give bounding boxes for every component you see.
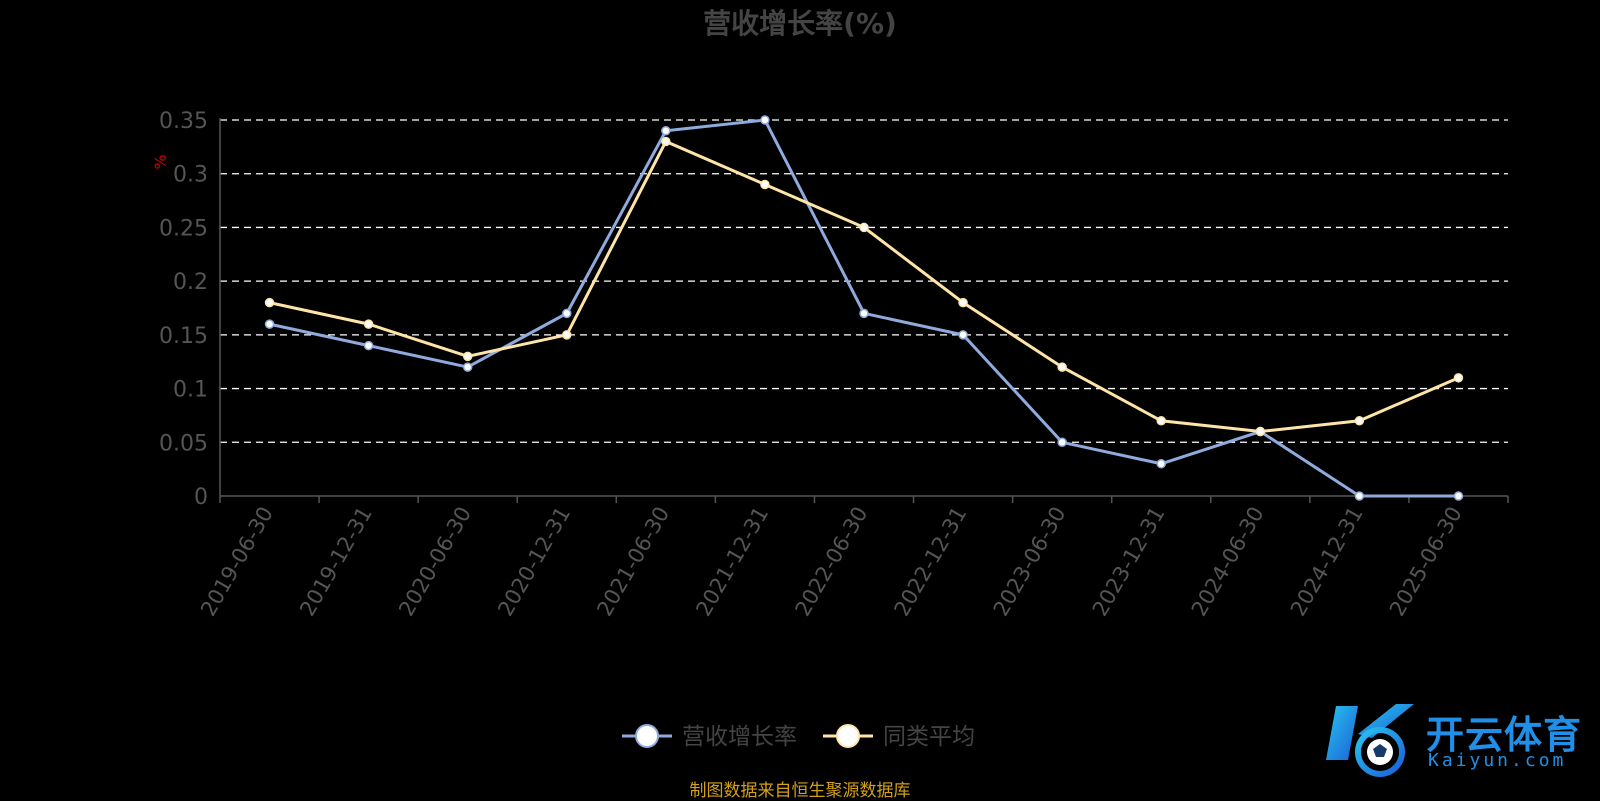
data-point bbox=[661, 136, 671, 147]
data-point bbox=[462, 351, 473, 362]
data-point bbox=[562, 330, 572, 340]
y-axis-label: % bbox=[151, 154, 170, 169]
data-point bbox=[1255, 426, 1266, 437]
data-point bbox=[562, 308, 572, 319]
legend-marker-icon bbox=[836, 724, 860, 748]
data-point bbox=[760, 115, 770, 125]
data-point bbox=[1354, 416, 1365, 426]
legend-label: 营收增长率 bbox=[682, 724, 797, 750]
x-tick-label: 2020-12-31 bbox=[493, 503, 575, 621]
x-tick-label: 2022-06-30 bbox=[791, 503, 873, 621]
x-tick-label: 2024-06-30 bbox=[1187, 503, 1269, 621]
series-2 bbox=[264, 136, 1464, 437]
y-tick-label: 0.05 bbox=[159, 431, 208, 456]
data-point bbox=[363, 319, 374, 329]
logo-text-en: Kaiyun.com bbox=[1428, 750, 1567, 771]
x-tick-label: 2019-12-31 bbox=[295, 503, 377, 621]
y-tick-label: 0.3 bbox=[173, 163, 208, 188]
data-point bbox=[958, 330, 968, 340]
x-tick-label: 2025-06-30 bbox=[1385, 503, 1467, 621]
x-tick-label: 2023-06-30 bbox=[989, 503, 1071, 621]
legend-item-1: 营收增长率 bbox=[622, 724, 797, 750]
series-line bbox=[269, 118, 1459, 498]
data-point bbox=[363, 340, 374, 351]
y-tick-label: 0.1 bbox=[173, 378, 208, 403]
data-source-note: 制图数据来自恒生聚源数据库 bbox=[689, 781, 911, 801]
data-point bbox=[1156, 459, 1166, 469]
data-point bbox=[1057, 362, 1067, 372]
data-point bbox=[264, 319, 275, 329]
data-point bbox=[859, 222, 869, 233]
data-point bbox=[264, 297, 275, 308]
data-point bbox=[1156, 416, 1166, 426]
y-tick-label: 0.35 bbox=[159, 109, 208, 134]
data-point bbox=[1453, 373, 1464, 383]
x-tick-label: 2021-12-31 bbox=[691, 503, 773, 621]
data-point bbox=[760, 179, 770, 190]
chart-title: 营收增长率(%) bbox=[703, 7, 897, 40]
y-tick-label: 0.25 bbox=[159, 216, 208, 241]
y-tick-label: 0 bbox=[194, 485, 208, 510]
x-tick-label: 2023-12-31 bbox=[1088, 503, 1170, 621]
legend-item-2: 同类平均 bbox=[823, 724, 975, 750]
y-tick-label: 0.15 bbox=[159, 324, 208, 349]
data-point bbox=[1057, 437, 1067, 448]
data-point bbox=[859, 308, 869, 319]
data-point bbox=[1354, 491, 1365, 501]
x-tick-label: 2019-06-30 bbox=[196, 503, 278, 621]
x-tick-label: 2024-12-31 bbox=[1286, 503, 1368, 621]
legend-marker-icon bbox=[635, 724, 659, 748]
y-tick-label: 0.2 bbox=[173, 270, 208, 295]
x-tick-label: 2020-06-30 bbox=[394, 503, 476, 621]
x-tick-label: 2021-06-30 bbox=[592, 503, 674, 621]
logo-text-cn: 开云体育 bbox=[1426, 713, 1583, 757]
legend-label: 同类平均 bbox=[883, 724, 975, 750]
data-point bbox=[661, 125, 671, 136]
data-point bbox=[958, 297, 968, 308]
data-point bbox=[1453, 491, 1464, 501]
kaiyun-logo-icon bbox=[1326, 704, 1414, 777]
data-point bbox=[462, 362, 473, 372]
x-tick-label: 2022-12-31 bbox=[890, 503, 972, 621]
watermark-logo: 开云体育 Kaiyun.com bbox=[1318, 700, 1590, 782]
